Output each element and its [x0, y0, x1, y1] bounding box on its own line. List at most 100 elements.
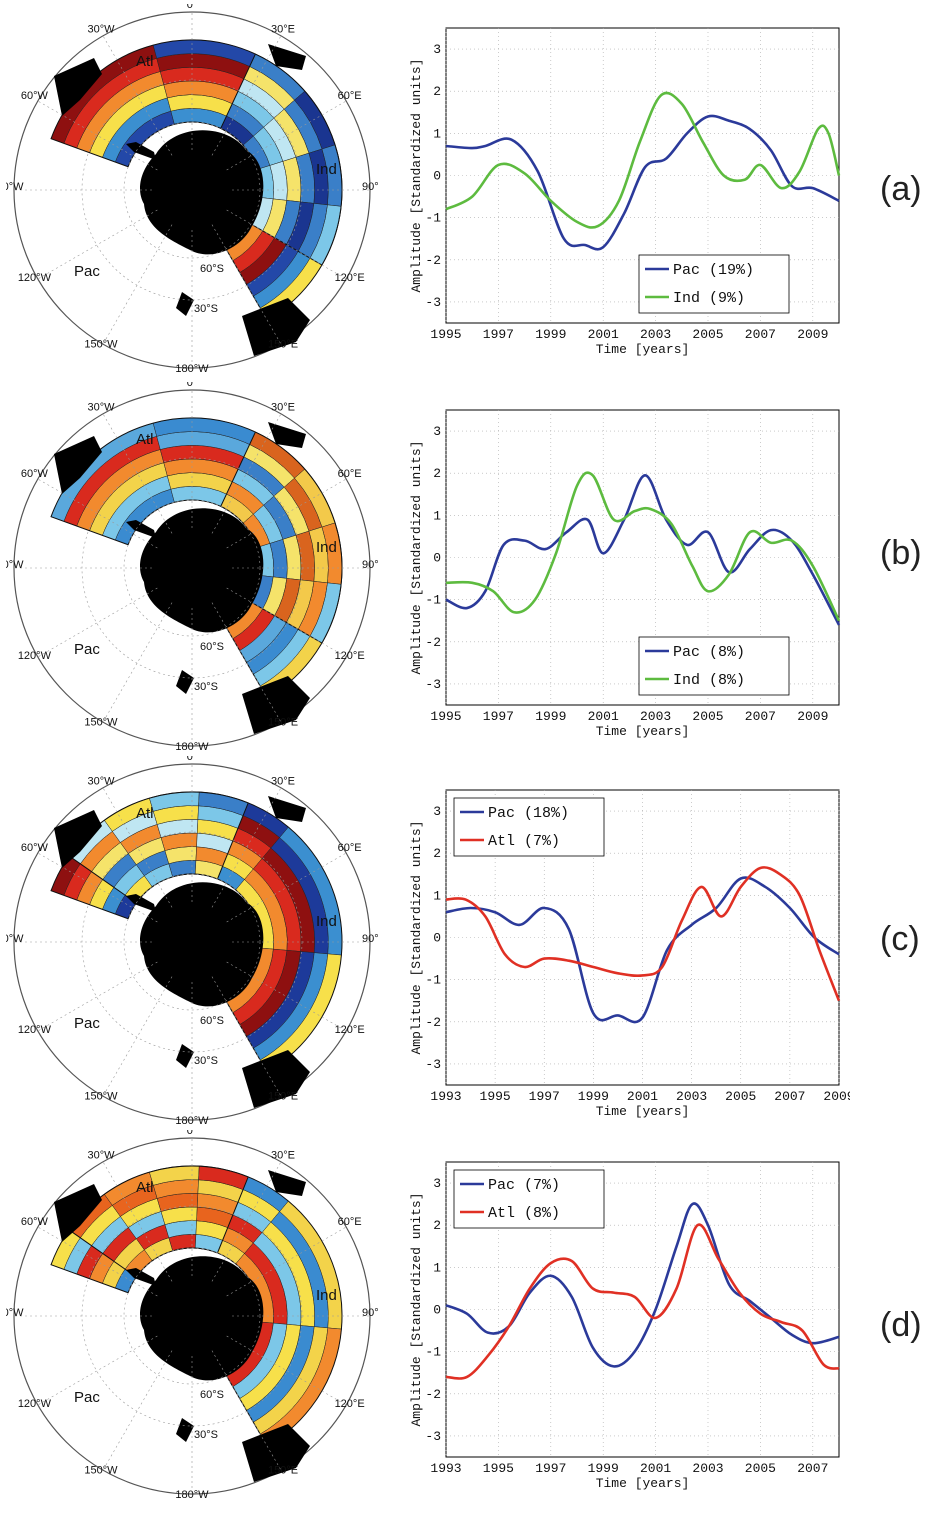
africa-landmass [268, 422, 306, 448]
south-america-landmass [54, 810, 102, 868]
longitude-label: 150°E [268, 717, 298, 729]
series-line-pac [445, 474, 841, 626]
meridian-gridline [211, 602, 282, 723]
y-tick-label: -3 [425, 1429, 441, 1444]
new-zealand-landmass [176, 1044, 194, 1068]
meridian-gridline [226, 1335, 347, 1406]
y-tick-label: 0 [433, 169, 441, 184]
antarctica-landmass [140, 1256, 264, 1381]
africa-landmass [268, 796, 306, 822]
longitude-label: 30°W [87, 775, 115, 787]
series-line-ind [445, 91, 841, 229]
x-tick-label: 1999 [535, 327, 566, 342]
longitude-label: 90°W [6, 559, 24, 571]
longitude-label: 60°W [21, 1216, 49, 1228]
longitude-label: 150°E [268, 1465, 298, 1477]
meridian-gridline [226, 209, 347, 280]
australia-landmass [242, 1424, 310, 1482]
y-tick-label: -3 [425, 1057, 441, 1072]
longitude-label: 60°E [338, 1216, 362, 1228]
basin-label: Atl [136, 431, 154, 448]
new-zealand-landmass [176, 1418, 194, 1442]
longitude-label: 180°W [175, 1489, 209, 1501]
legend-entry: Pac (18%) [488, 805, 569, 822]
longitude-label: 0° [187, 4, 198, 11]
meridian-gridline [226, 852, 347, 923]
longitude-label: 150°E [268, 1091, 298, 1103]
meridian-gridline [226, 478, 347, 549]
x-tick-label: 2001 [588, 327, 619, 342]
plot-panel-d: 1993 1995 1997 1999 2001 2003 2005 2007 -3 -2 -1 0 1… [410, 1161, 840, 1491]
y-tick-label: 0 [433, 931, 441, 946]
longitude-label: 90°E [362, 1307, 378, 1319]
x-tick-label: 2001 [588, 709, 619, 724]
legend-entry: Ind (9%) [673, 290, 745, 307]
x-tick-label: 1995 [480, 1089, 511, 1104]
latitude-gridline [123, 121, 261, 259]
x-tick-label: 2009 [797, 709, 828, 724]
y-axis-label: Amplitude [Standardized units] [410, 58, 424, 292]
x-tick-label: 2005 [725, 1089, 756, 1104]
longitude-label: 60°E [338, 468, 362, 480]
legend-box [453, 1169, 605, 1229]
australia-landmass [242, 298, 310, 356]
africa-landmass [268, 1170, 306, 1196]
longitude-label: 120°W [18, 1024, 52, 1036]
x-tick-label: 2005 [745, 1461, 776, 1476]
meridian-gridline [102, 224, 173, 345]
x-tick-label: 1997 [529, 1089, 560, 1104]
y-tick-label: 1 [433, 508, 441, 523]
x-tick-label: 2005 [692, 327, 723, 342]
basin-label: Atl [136, 53, 154, 70]
longitude-label: 150°E [268, 339, 298, 351]
x-tick-label: 2003 [640, 327, 671, 342]
longitude-label: 150°W [84, 1465, 118, 1477]
longitude-label: 120°E [335, 1024, 365, 1036]
meridian-gridline [226, 100, 347, 171]
x-tick-label: 2009 [823, 1089, 850, 1104]
longitude-label: 90°W [6, 181, 24, 193]
series-line-pac [445, 876, 840, 1024]
basin-label: Atl [136, 805, 154, 822]
longitude-label: 150°W [84, 717, 118, 729]
x-tick-label: 2009 [797, 327, 828, 342]
longitude-label: 60°W [21, 90, 49, 102]
basin-label: Pac [74, 641, 100, 658]
sector-outline-pac [50, 39, 343, 321]
legend-entry: Atl (8%) [488, 1205, 560, 1222]
x-axis-label: Time [years] [596, 342, 690, 357]
basin-label: Ind [316, 539, 337, 556]
longitude-label: 30°E [271, 23, 295, 35]
antarctica-landmass [140, 882, 264, 1007]
y-tick-label: 1 [433, 1260, 441, 1275]
x-tick-label: 2005 [692, 709, 723, 724]
x-tick-label: 1993 [430, 1461, 461, 1476]
meridian-gridline [226, 587, 347, 658]
y-tick-label: -2 [425, 635, 441, 650]
panel-label-c: (c) [880, 920, 920, 958]
antarctica-landmass [140, 508, 264, 633]
latitude-label: 30°S [194, 303, 218, 315]
latitude-gridline [123, 499, 261, 637]
x-tick-label: 2007 [774, 1089, 805, 1104]
latitude-label: 60°S [200, 1389, 224, 1401]
y-tick-label: -2 [425, 1387, 441, 1402]
y-tick-label: -3 [425, 295, 441, 310]
antarctic-peninsula [126, 894, 156, 912]
longitude-label: 90°E [362, 559, 378, 571]
y-axis-label: Amplitude [Standardized units] [410, 440, 424, 674]
new-zealand-landmass [176, 670, 194, 694]
longitude-label: 0° [187, 382, 198, 389]
longitude-label: 150°W [84, 339, 118, 351]
australia-landmass [242, 676, 310, 734]
map-panel-b: 30°W 0° 30°E 60°E 90°E 120°E 150°E 180°W 150°W 12… [6, 382, 378, 753]
y-tick-label: -2 [425, 253, 441, 268]
latitude-label: 30°S [194, 1055, 218, 1067]
longitude-label: 90°E [362, 933, 378, 945]
y-tick-label: 3 [433, 1176, 441, 1191]
latitude-label: 60°S [200, 1015, 224, 1027]
x-tick-label: 1995 [483, 1461, 514, 1476]
longitude-label: 60°E [338, 90, 362, 102]
longitude-label: 30°W [87, 23, 115, 35]
longitude-label: 60°W [21, 842, 49, 854]
